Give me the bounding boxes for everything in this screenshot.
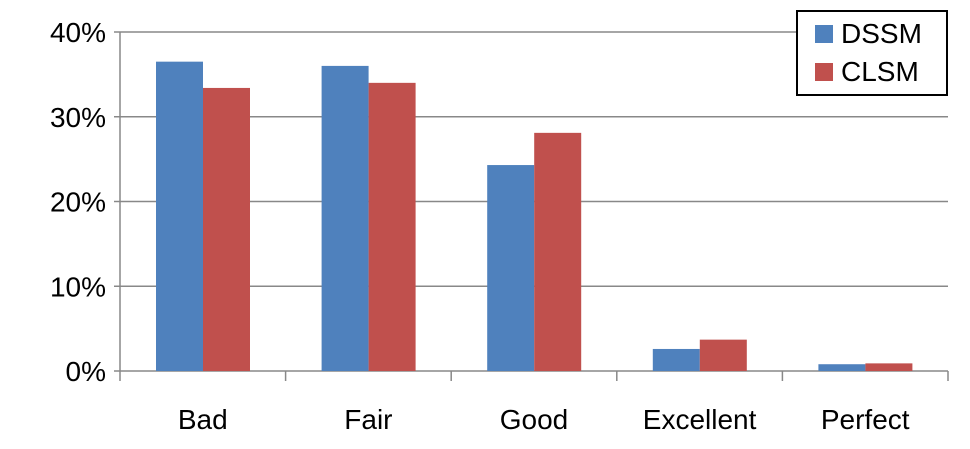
bar-dssm-bad — [156, 61, 203, 371]
bars — [156, 61, 913, 372]
y-tick-label: 30% — [50, 102, 106, 133]
legend: DSSM CLSM — [796, 10, 948, 96]
legend-swatch-clsm — [815, 63, 833, 81]
legend-swatch-dssm — [815, 25, 833, 43]
legend-label-clsm: CLSM — [841, 56, 919, 87]
bar-clsm-perfect — [865, 363, 913, 371]
x-category-label: Fair — [344, 404, 392, 435]
bar-clsm-good — [534, 132, 582, 371]
bar-clsm-bad — [203, 87, 250, 371]
x-category-label: Bad — [178, 404, 228, 435]
x-category-label: Perfect — [821, 404, 910, 435]
y-tick-label: 20% — [50, 187, 106, 218]
x-category-label: Good — [500, 404, 569, 435]
bar-clsm-excellent — [699, 339, 747, 371]
bar-clsm-fair — [368, 82, 416, 371]
bar-dssm-perfect — [818, 364, 866, 371]
bar-dssm-good — [487, 165, 535, 371]
y-tick-label: 10% — [50, 271, 106, 302]
x-category-label: Excellent — [643, 404, 757, 435]
legend-label-dssm: DSSM — [841, 18, 922, 49]
y-tick-label: 40% — [50, 17, 106, 48]
y-tick-label: 0% — [66, 356, 106, 387]
bar-dssm-excellent — [652, 348, 700, 371]
bar-dssm-fair — [321, 65, 369, 372]
axis-labels: 0% 10% 20% 30% 40% Bad Fair Good Excellent Perfec… — [50, 17, 910, 435]
